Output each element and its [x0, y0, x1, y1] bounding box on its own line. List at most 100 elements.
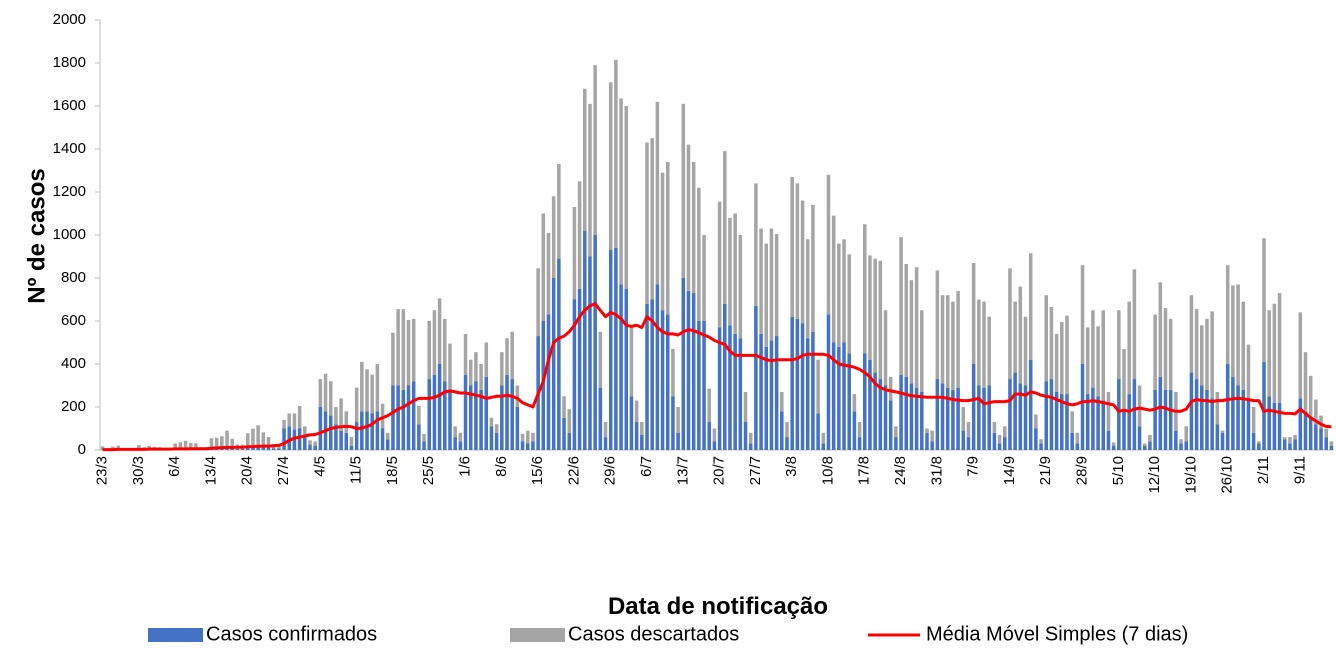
bar: [261, 445, 266, 450]
bar: [375, 364, 380, 412]
bar: [443, 381, 447, 450]
y-tick-label: 1000: [53, 226, 86, 243]
bar: [997, 443, 1002, 450]
bar: [1091, 310, 1095, 388]
bar: [1127, 301, 1131, 395]
bar: [1174, 430, 1178, 450]
bar: [707, 388, 711, 423]
bar: [1049, 307, 1054, 380]
bar: [1282, 437, 1287, 440]
bar: [826, 174, 831, 315]
bar: [645, 303, 649, 450]
bar: [733, 333, 737, 450]
moving-average-line: [102, 302, 1332, 452]
bar: [1293, 439, 1297, 450]
bar: [360, 361, 364, 412]
bar: [676, 432, 680, 450]
bar: [691, 293, 696, 450]
bar: [598, 387, 603, 450]
bar: [1075, 432, 1080, 444]
bar: [505, 374, 509, 450]
bar: [956, 387, 960, 450]
bar: [951, 301, 955, 390]
bar: [1257, 443, 1261, 450]
bar: [614, 59, 618, 248]
bar: [914, 387, 919, 450]
bar: [1111, 445, 1116, 450]
bar: [178, 442, 183, 449]
bar: [702, 321, 706, 450]
bar: [411, 318, 416, 382]
bar: [100, 446, 105, 450]
bar: [474, 381, 478, 450]
bar: [951, 389, 955, 450]
bar: [1220, 430, 1225, 433]
bar: [624, 288, 629, 450]
bar: [240, 448, 245, 450]
bar: [1184, 441, 1188, 450]
bar: [935, 379, 940, 450]
bar: [1168, 389, 1173, 450]
bar: [676, 407, 680, 433]
bar: [593, 65, 597, 236]
bar: [691, 161, 696, 294]
bar: [842, 239, 846, 343]
bar: [1179, 443, 1183, 450]
bar: [671, 348, 675, 397]
bar: [277, 448, 281, 450]
bar: [1065, 315, 1069, 395]
bar: [1257, 441, 1261, 444]
legend-swatch: [148, 628, 203, 642]
bar: [328, 415, 333, 450]
bar: [821, 443, 826, 450]
bar: [1111, 442, 1116, 446]
bar: [468, 385, 473, 450]
bar: [520, 441, 525, 450]
bar: [1210, 398, 1214, 450]
bar: [852, 411, 857, 450]
y-tick-label: 2000: [53, 11, 86, 28]
bar: [468, 359, 473, 386]
bar: [707, 422, 711, 450]
bar: [427, 379, 432, 450]
bar: [251, 428, 255, 446]
bar: [852, 394, 857, 412]
x-tick-label: 22/6: [565, 456, 582, 485]
bar: [831, 215, 836, 343]
bar: [505, 338, 509, 375]
y-tick-label: 600: [61, 312, 86, 329]
bar: [531, 432, 535, 442]
bar: [1246, 344, 1251, 399]
x-tick-label: 19/10: [1182, 456, 1199, 494]
bar: [1231, 285, 1235, 377]
bar: [863, 224, 867, 354]
bar: [873, 258, 877, 373]
bar: [1137, 385, 1142, 427]
bar: [443, 318, 447, 382]
bar: [743, 391, 748, 423]
bar: [748, 443, 753, 450]
legend-label: Casos confirmados: [206, 623, 377, 645]
x-tick-label: 13/4: [202, 456, 219, 485]
bar: [588, 103, 592, 257]
x-tick-label: 23/3: [94, 456, 111, 485]
bar: [303, 426, 307, 435]
bar: [1251, 432, 1256, 450]
bar: [800, 200, 805, 324]
x-tick-label: 15/6: [529, 456, 546, 485]
bar: [391, 385, 395, 450]
y-axis-title: Nº de casos: [23, 168, 50, 304]
bar: [888, 400, 893, 450]
bar: [774, 336, 779, 450]
bar: [1028, 253, 1033, 360]
bar: [733, 213, 737, 334]
bar: [842, 342, 846, 450]
bar: [562, 396, 566, 418]
x-tick-label: 4/5: [311, 456, 328, 477]
x-tick-label: 7/9: [965, 456, 982, 477]
bar: [411, 381, 416, 450]
bar: [619, 98, 623, 285]
bar: [1194, 309, 1199, 380]
bar: [349, 445, 354, 450]
bar: [1008, 379, 1012, 450]
